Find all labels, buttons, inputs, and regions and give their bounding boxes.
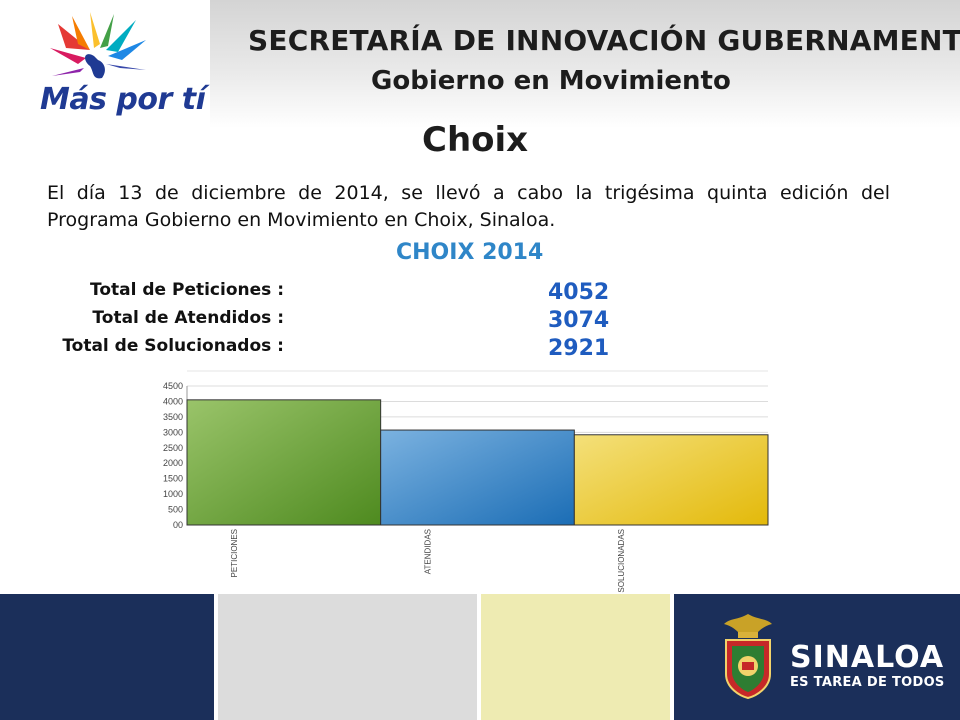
stat-label: Total de Atendidos :	[92, 308, 284, 328]
stat-value: 2921	[548, 336, 610, 361]
logo-text: Más por tí	[40, 82, 206, 117]
stat-label: Total de Peticiones :	[90, 280, 284, 300]
footer-panel-gray	[218, 594, 477, 720]
footer-brand: SINALOA	[790, 640, 945, 675]
page-title: Choix	[422, 120, 529, 160]
footer-panel-navy-right	[674, 594, 960, 720]
chart-y-ticks: 00 500 1000 1500 2000 2500 3000 3500 4000 4500	[163, 381, 183, 530]
chart-y-tick-label: 4500	[163, 381, 183, 391]
chart-x-labels: PETICIONES ATENDIDAS SOLUCIONADAS	[230, 529, 626, 593]
header-subtitle: Gobierno en Movimiento	[371, 66, 731, 96]
header-band	[210, 0, 960, 128]
chart-bar-atendidas	[380, 429, 575, 526]
footer-tagline: ES TAREA DE TODOS	[790, 675, 945, 690]
chart-y-tick-label: 1500	[163, 474, 183, 484]
chart-y-tick-label: 2000	[163, 458, 183, 468]
stat-row-solucionados: Total de Solucionados : 2921	[0, 336, 700, 362]
bar-chart: 00 500 1000 1500 2000 2500 3000 3500 4000 4500 PE…	[163, 370, 769, 593]
chart-y-tick-label: 00	[173, 520, 183, 530]
chart-y-tick-label: 1000	[163, 489, 183, 499]
chart-y-tick-label: 500	[168, 505, 183, 515]
footer-panel-navy-left	[0, 594, 214, 720]
description-paragraph: El día 13 de diciembre de 2014, se llevó…	[47, 182, 890, 231]
stat-row-atendidos: Total de Atendidos : 3074	[0, 308, 700, 334]
chart-x-label: SOLUCIONADAS	[617, 529, 626, 593]
stat-value: 4052	[548, 280, 610, 305]
chart-y-tick-label: 2500	[163, 443, 183, 453]
chart-y-tick-label: 3000	[163, 427, 183, 437]
chart-x-label: PETICIONES	[230, 529, 239, 577]
footer-panel-cream	[481, 594, 670, 720]
stat-row-peticiones: Total de Peticiones : 4052	[0, 280, 700, 306]
header-title: SECRETARÍA DE INNOVACIÓN GUBERNAMENTAL	[248, 24, 960, 57]
chart-bars	[186, 399, 769, 526]
stat-label: Total de Solucionados :	[62, 336, 284, 356]
chart-y-tick-label: 4000	[163, 396, 183, 406]
sinaloa-crest-icon	[724, 614, 772, 700]
summary-title: CHOIX 2014	[396, 240, 544, 265]
stat-value: 3074	[548, 308, 610, 333]
chart-x-label: ATENDIDAS	[424, 529, 433, 574]
logo-sunburst-icon	[50, 12, 146, 79]
chart-bar-solucionadas	[573, 434, 769, 526]
chart-y-tick-label: 3500	[163, 412, 183, 422]
mas-por-ti-logo	[50, 12, 146, 79]
chart-bar-peticiones	[186, 399, 382, 526]
